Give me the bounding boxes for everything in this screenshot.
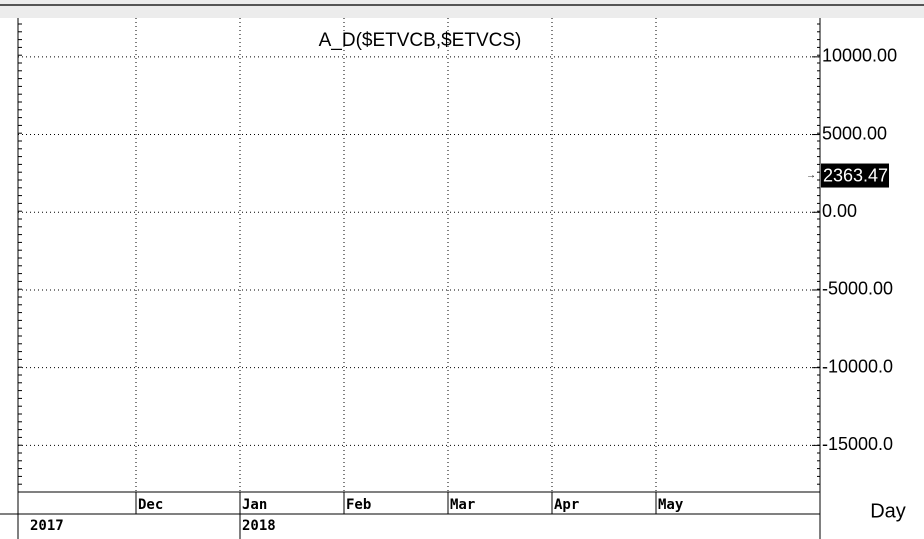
period-label: Day <box>870 500 906 522</box>
x-tick-label: Jan <box>242 497 267 513</box>
y-tick-label: 5000.00 <box>822 123 887 143</box>
y-tick-label: -10000.0 <box>822 356 893 376</box>
chart-title: A_D($ETVCB,$ETVCS) <box>319 30 522 51</box>
y-tick-label: -5000.00 <box>822 279 893 299</box>
year-label: 2017 <box>30 518 64 534</box>
last-value-label: 2363.47 <box>823 165 888 185</box>
y-tick-label: 10000.00 <box>822 46 897 66</box>
x-tick-label: Mar <box>450 497 475 513</box>
y-tick-label: 0.00 <box>822 201 857 221</box>
x-tick-label: Apr <box>554 497 579 513</box>
x-tick-label: Feb <box>346 497 371 513</box>
minor-ticks <box>18 23 820 485</box>
top-band <box>0 0 924 18</box>
x-tick-label: Dec <box>138 497 163 513</box>
y-tick-label: -15000.0 <box>822 434 893 454</box>
last-value-arrow: → <box>806 170 816 181</box>
year-label: 2018 <box>242 518 276 534</box>
last-value-box <box>821 163 889 188</box>
x-tick-label: May <box>658 497 684 513</box>
